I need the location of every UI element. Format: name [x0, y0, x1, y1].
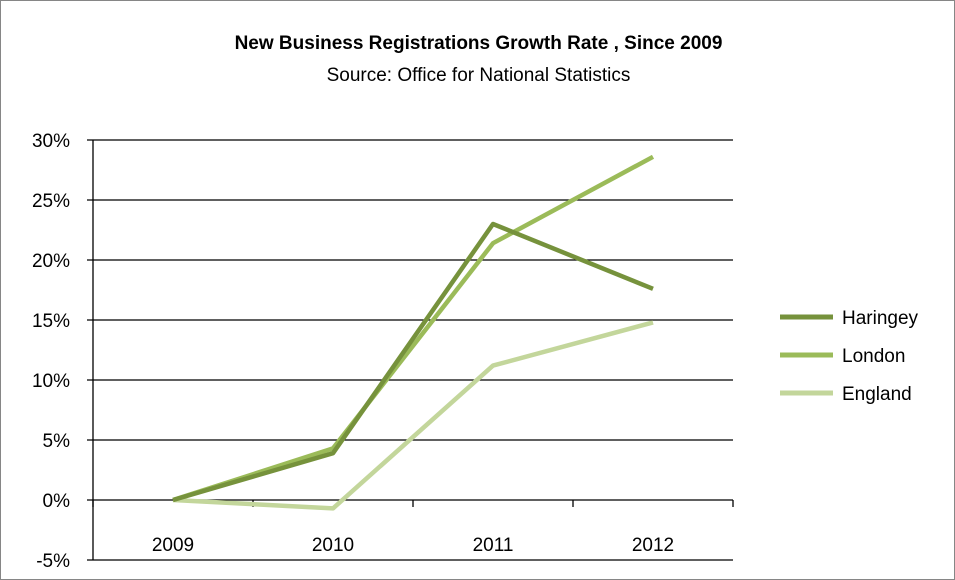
legend-label-england: England	[842, 384, 912, 405]
x-tick-label: 2012	[632, 535, 674, 556]
y-tick-label: 10%	[32, 371, 70, 392]
y-tick-label: 30%	[32, 131, 70, 152]
x-tick-label: 2009	[152, 535, 194, 556]
legend-label-haringey: Haringey	[842, 308, 919, 329]
series-line-england	[172, 320, 654, 511]
y-tick-label: 20%	[32, 251, 70, 272]
y-tick-label: 5%	[43, 431, 71, 452]
chart-subtitle: Source: Office for National Statistics	[326, 65, 631, 86]
series-line-london	[172, 154, 655, 503]
x-tick-label: 2011	[473, 535, 514, 556]
y-tick-label: -5%	[36, 551, 70, 572]
y-tick-label: 25%	[32, 191, 70, 212]
x-tick-label: 2010	[312, 535, 354, 556]
y-tick-label: 0%	[43, 491, 71, 512]
y-tick-label: 15%	[32, 311, 70, 332]
legend-label-london: London	[842, 346, 905, 367]
series-line-haringey	[172, 221, 654, 503]
chart-title: New Business Registrations Growth Rate ,…	[234, 33, 723, 54]
